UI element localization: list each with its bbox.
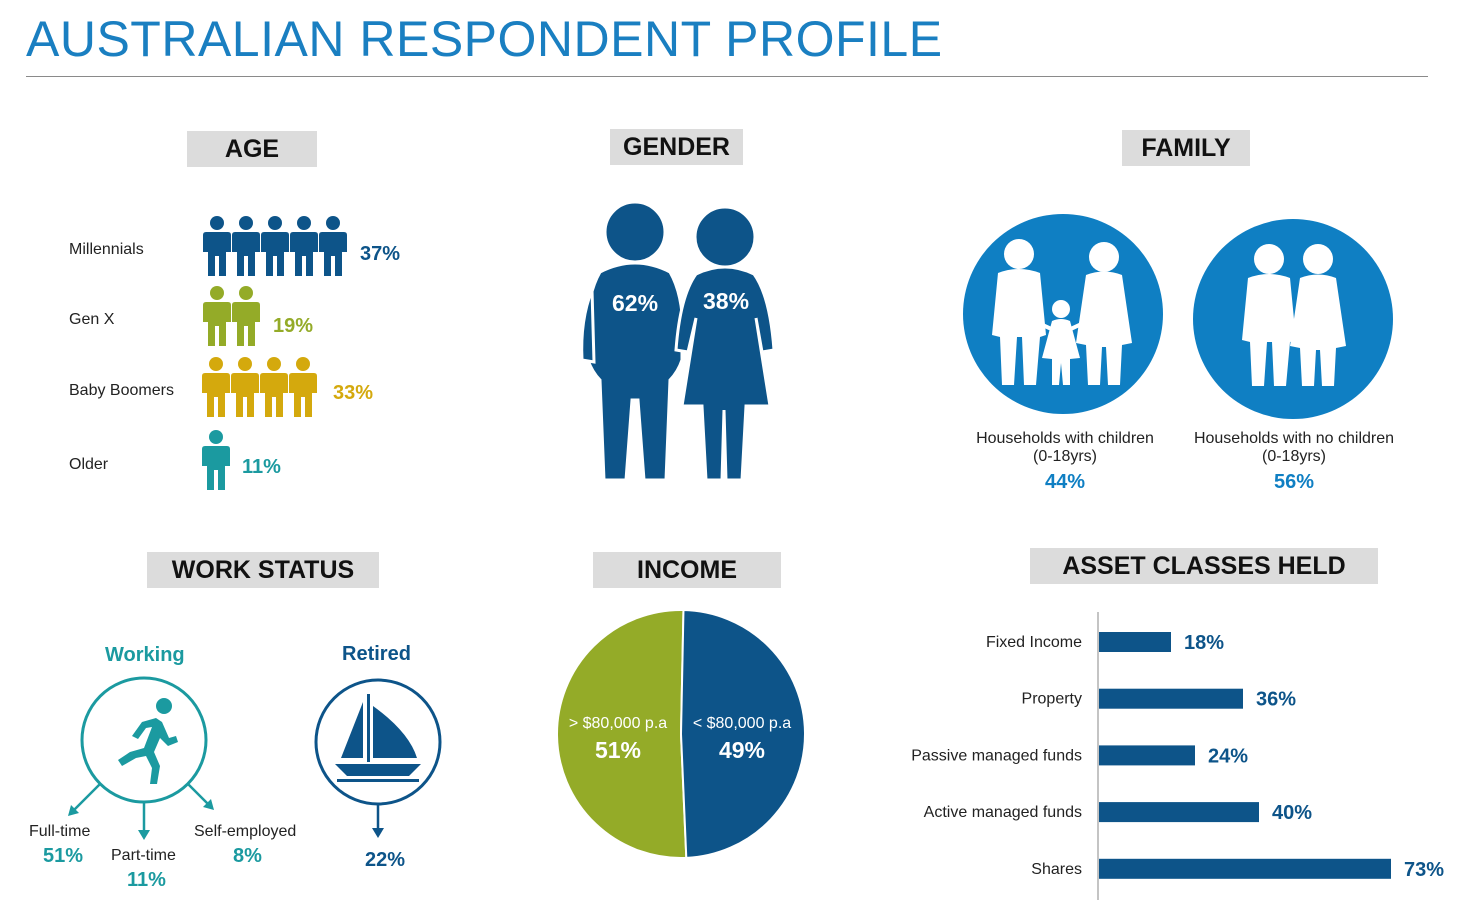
parttime-value: 11% — [127, 869, 166, 891]
bar-passive-managed-funds — [1099, 745, 1195, 766]
age-person-icons — [203, 286, 260, 346]
parttime-label: Part-time — [111, 847, 176, 864]
pie-slice-below-80k — [679, 609, 806, 859]
person-icon — [260, 357, 288, 417]
person-icon — [203, 216, 231, 276]
work-status-header: WORK STATUS — [147, 552, 379, 588]
bar-category-label: Shares — [1031, 861, 1082, 878]
person-icon — [232, 216, 260, 276]
working-title: Working — [105, 644, 185, 666]
person-icon — [202, 430, 230, 490]
family-no-children-label: Households with no children (0-18yrs) — [1193, 430, 1395, 465]
age-person-icons — [203, 216, 347, 276]
age-value-millennials: 37% — [360, 243, 401, 265]
income-high-value: 51% — [594, 737, 642, 763]
family-header: FAMILY — [1122, 130, 1250, 166]
gender-female-value: 38% — [703, 288, 750, 314]
bar-category-label: Property — [1022, 691, 1082, 708]
bar-value-label: 18% — [1184, 632, 1224, 654]
sailboat-icon — [314, 678, 442, 838]
bar-value-label: 40% — [1272, 802, 1312, 824]
person-icon — [261, 216, 289, 276]
page-title: AUSTRALIAN RESPONDENT PROFILE — [26, 11, 943, 67]
person-icon — [202, 357, 230, 417]
asset-bar-chart: Fixed Income 18% Property 36% Passive manage… — [911, 612, 1444, 900]
retired-title: Retired — [342, 643, 411, 665]
bar-category-label: Fixed Income — [986, 634, 1082, 651]
age-value-older: 11% — [242, 456, 281, 478]
bar-category-label: Passive managed funds — [911, 747, 1082, 764]
family-with-children-icon — [963, 214, 1163, 414]
pie-slice-above-80k — [556, 609, 688, 859]
person-icon — [289, 357, 317, 417]
income-low-value: 49% — [718, 737, 766, 763]
age-value-boomers: 33% — [333, 382, 374, 404]
self-employed-value: 8% — [233, 845, 262, 867]
title-divider — [26, 76, 1428, 77]
income-header: INCOME — [593, 552, 781, 588]
age-header: AGE — [187, 131, 317, 167]
gender-male-value: 62% — [612, 290, 659, 316]
gender-figures-icon — [580, 200, 776, 482]
age-person-icons — [202, 430, 230, 490]
bar-value-label: 36% — [1256, 689, 1296, 711]
age-person-icons — [202, 357, 317, 417]
family-with-children-value: 44% — [1044, 471, 1086, 493]
family-no-children-value: 56% — [1273, 471, 1315, 493]
income-high-label: > $80,000 p.a — [568, 715, 668, 732]
person-icon — [231, 357, 259, 417]
bar-fixed-income — [1099, 632, 1171, 652]
person-icon — [319, 216, 347, 276]
bar-property — [1099, 688, 1243, 709]
family-with-children-label: Households with children (0-18yrs) — [976, 430, 1154, 465]
age-label-genx: Gen X — [69, 311, 115, 328]
family-no-children-icon — [1193, 219, 1393, 419]
age-value-genx: 19% — [273, 315, 314, 337]
income-low-label: < $80,000 p.a — [692, 715, 792, 732]
person-icon — [290, 216, 318, 276]
runner-icon — [68, 676, 214, 840]
fulltime-value: 51% — [43, 845, 84, 867]
bar-value-label: 24% — [1208, 745, 1248, 767]
age-label-older: Older — [69, 456, 109, 473]
person-icon — [232, 286, 260, 346]
fulltime-label: Full-time — [29, 823, 91, 840]
bar-category-label: Active managed funds — [924, 804, 1082, 821]
bar-active-managed-funds — [1099, 802, 1259, 823]
asset-classes-header: ASSET CLASSES HELD — [1030, 548, 1378, 584]
self-employed-label: Self-employed — [194, 823, 297, 840]
income-pie-chart — [556, 609, 806, 859]
age-label-boomers: Baby Boomers — [69, 382, 174, 399]
retired-value: 22% — [365, 849, 406, 871]
age-label-millennials: Millennials — [69, 241, 144, 258]
bar-value-label: 73% — [1404, 859, 1444, 881]
person-icon — [203, 286, 231, 346]
gender-header: GENDER — [610, 129, 743, 165]
bar-shares — [1099, 858, 1391, 879]
